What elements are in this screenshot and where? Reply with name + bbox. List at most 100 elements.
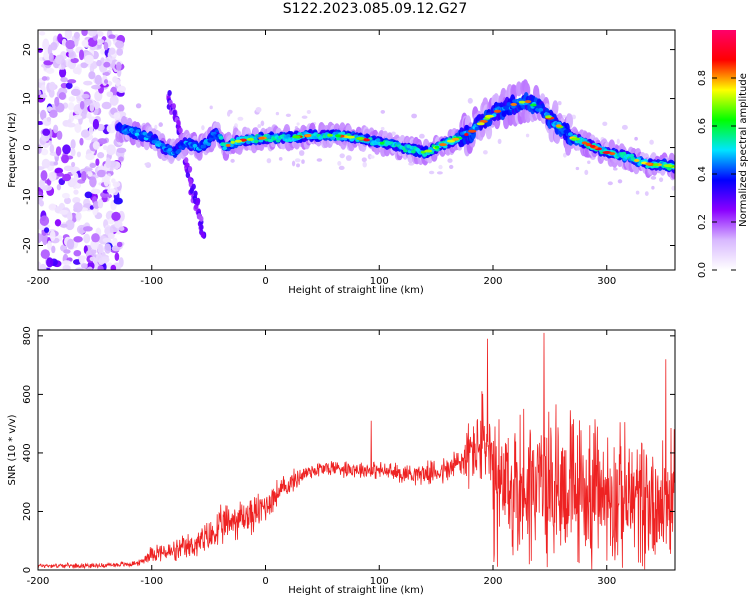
spectrogram-cell [199,215,204,222]
spectrogram-cell [102,237,112,243]
spectrogram-cell [81,93,90,99]
spectrogram-cell [671,185,675,191]
spectrogram-cell [201,144,207,149]
spectrogram-cell [70,57,79,64]
spectrogram-cell [285,113,291,117]
spectrogram-cell [296,122,300,126]
spectrogram-cell [96,59,102,67]
spectrogram-cell [39,215,50,226]
spectrogram-cell [116,241,123,248]
spectrogram-cell [209,105,213,110]
spectrogram-cell [479,119,488,123]
snr-x-tick-label: 100 [370,576,389,587]
spectrogram-cell [108,34,116,39]
spectrogram-cell [629,153,635,158]
spectrogram-cell [187,166,193,172]
spectrogram-cell [38,120,44,126]
spectrogram-cell [621,124,628,130]
spectrogram-cell [663,164,673,168]
spectrogram-cell [257,124,262,129]
spectrogram-cell [555,124,562,128]
spectrogram-cell [78,255,87,260]
spectrogram-cell [91,248,97,255]
spectrogram-cell [60,76,68,83]
spectrogram-cell [48,171,57,182]
spectrogram-cell [236,141,242,146]
spectrogram-cell [68,50,77,59]
spectrogram-y-tick-label: -20 [22,237,33,253]
spectrogram-cell [650,176,657,180]
spectrogram-cell [340,131,346,136]
spectrogram-cell [524,100,532,104]
spectrogram-cell [316,158,323,162]
spectrogram-cell [73,236,83,243]
spectrogram-cell [118,156,124,162]
spectrogram-cell [285,133,291,138]
spectrogram-cell [79,100,85,110]
spectrogram-cell [246,140,251,145]
spectrogram-cell [176,119,181,126]
spectrogram-cell [370,155,375,159]
spectrogram-cell [47,240,52,251]
spectrogram-cell [92,118,100,130]
spectrogram-cell [379,141,385,145]
spectrogram-cell [94,74,102,86]
spectrogram-cell [301,159,305,164]
spectrogram-cell [306,110,311,114]
spectrogram-cell [434,145,440,149]
spectrogram-cell [89,256,97,262]
colorbar-label: Normalized spectral amplitude [738,73,749,227]
spectrogram-cell [109,95,119,106]
spectrogram-cell [80,62,88,69]
colorbar-tick-label: 0.4 [697,166,708,182]
spectrogram-cell [84,54,94,65]
spectrogram-cell [38,144,42,154]
spectrogram-cell [114,252,120,262]
spectrogram-cell [391,131,396,136]
spectrogram-cell [39,263,47,270]
spectrogram-cell [246,137,255,141]
spectrogram-cell [529,103,537,107]
spectrogram-cell [154,124,158,130]
spectrogram-cell [74,123,82,133]
spectrogram-cell [226,111,231,117]
snr-x-tick-label: -100 [140,576,163,587]
spectrogram-cell [193,190,198,197]
spectrogram-cell [189,188,194,194]
spectrogram-cell [467,97,473,104]
spectrogram-cell [96,253,103,263]
spectrogram-cell [73,31,80,39]
spectrogram-cell [40,170,48,181]
spectrogram-cell [518,100,526,104]
spectrogram-cell [118,226,125,231]
spectrogram-cell [66,122,76,128]
spectrogram-cell [570,137,581,141]
spectrogram-cell [651,163,659,167]
spectrogram-cell [60,58,67,70]
snr-x-tick-label: -200 [27,576,50,587]
spectrogram-cell [184,157,189,164]
spectrogram-cell [171,103,176,110]
spectrogram-cell [206,142,212,147]
spectrogram-cell [75,212,82,221]
spectrogram-cell [116,48,124,56]
spectrogram-cell [428,170,435,175]
spectrogram-cell [73,202,83,213]
spectrogram-cell [61,260,72,266]
spectrogram-cell [83,233,91,244]
spectrogram-cell [59,223,68,228]
spectrogram-cell [167,90,172,96]
spectrogram-cell [584,169,589,176]
spectrogram-cell [355,137,365,140]
spectrogram-cell [54,167,64,174]
spectrogram-cell [81,30,88,36]
spectrogram-cell [107,188,116,194]
spectrogram-cell [97,244,104,254]
spectrogram-cell [80,129,90,138]
spectrogram-cell [511,104,516,109]
spectrogram-cell [234,139,242,143]
spectrogram-cell [107,232,115,240]
spectrogram-cell [89,176,97,188]
spectrogram-cell [621,151,627,156]
spectrogram-cell [446,139,456,143]
